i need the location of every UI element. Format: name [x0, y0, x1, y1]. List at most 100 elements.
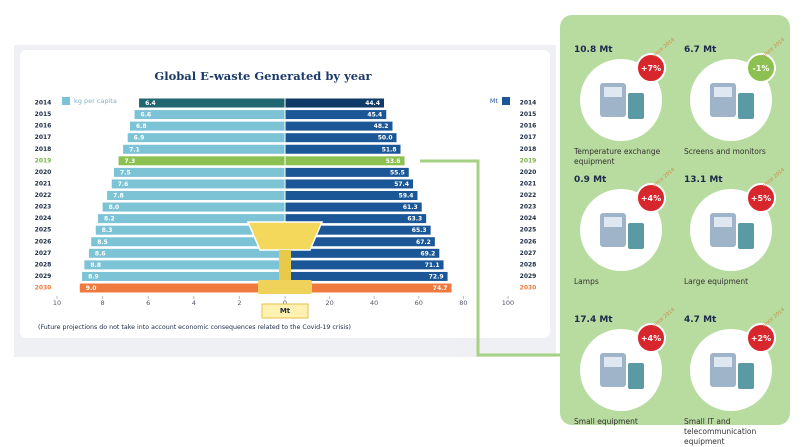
scale-plate [261, 303, 309, 319]
bar [285, 271, 448, 281]
change-badge: +7% [636, 53, 666, 83]
year-label: 2028 [35, 261, 52, 268]
icon [710, 83, 754, 119]
x-tick-label: 8 [101, 299, 105, 307]
year-label: 2025 [35, 227, 52, 234]
scale-tray [246, 221, 324, 251]
category-item: 13.1 Mt +5% since 2014 Large equipment [682, 167, 792, 305]
bar [285, 98, 385, 108]
since-note: since 2014 [761, 306, 787, 330]
bar [84, 260, 285, 270]
bar [95, 225, 285, 235]
bar [102, 202, 285, 212]
bar [285, 225, 431, 235]
category-label: Screens and monitors [684, 147, 766, 156]
year-label: 2022 [35, 192, 52, 199]
bar [79, 283, 285, 293]
value-label: 8.9 [88, 273, 99, 280]
category-item: 0.9 Mt +4% since 2014 Lamps [572, 167, 682, 305]
bar [118, 156, 285, 166]
value-label: 8.2 [104, 216, 115, 223]
value-label: 8.8 [90, 262, 101, 269]
bar [285, 144, 401, 154]
icon [710, 353, 754, 389]
bar [98, 214, 285, 224]
year-label: 2017 [520, 134, 537, 141]
value-label: 7.6 [118, 181, 129, 188]
year-label: 2027 [35, 250, 52, 257]
legend-swatch [502, 97, 510, 105]
x-tick-label: 40 [370, 299, 378, 307]
category-item: 10.8 Mt +7% since 2014 Temperature exchange… [572, 37, 682, 175]
x-tick-label: 4 [192, 299, 196, 307]
x-tick-label: 10 [53, 299, 61, 307]
x-tick-label: 100 [502, 299, 514, 307]
bar [285, 202, 422, 212]
axis-label: Mt [280, 307, 291, 315]
category-icon [690, 189, 772, 271]
bar [285, 283, 452, 293]
change-badge: +4% [636, 183, 666, 213]
bar [285, 121, 393, 131]
value-label: 8.6 [95, 250, 106, 257]
year-label: 2030 [520, 285, 537, 292]
value-label: 6.8 [136, 123, 147, 130]
bar [285, 260, 444, 270]
value-label: 74.7 [433, 285, 448, 292]
since-note: since 2014 [651, 36, 677, 60]
bar [88, 248, 285, 258]
value-label: 72.9 [429, 273, 444, 280]
value-label: 63.3 [407, 216, 422, 223]
bar [285, 110, 387, 120]
amount: 17.4 Mt [574, 315, 613, 325]
year-label: 2016 [520, 123, 537, 130]
year-label: 2023 [35, 204, 52, 211]
bar [285, 191, 418, 200]
category-item: 6.7 Mt -1% since 2014 Screens and monitors [682, 37, 792, 175]
bar [285, 156, 405, 166]
year-label: 2029 [520, 273, 537, 280]
change-badge: -1% [746, 53, 776, 83]
bar [82, 271, 285, 281]
value-label: 59.4 [399, 193, 414, 200]
bar [285, 248, 440, 258]
year-label: 2020 [35, 169, 52, 176]
value-label: 50.0 [378, 135, 393, 142]
value-label: 7.3 [125, 158, 136, 165]
value-label: 8.3 [102, 227, 113, 234]
x-tick-label: 6 [146, 299, 150, 307]
year-label: 2028 [520, 261, 537, 268]
bar [285, 237, 435, 247]
year-label: 2024 [35, 215, 52, 222]
change-badge: +5% [746, 183, 776, 213]
legend-label: Mt [490, 97, 499, 105]
bar [285, 214, 427, 224]
category-label: Small IT and telecommunication equipment [684, 417, 757, 446]
page: Global E-waste Generated by year kg per … [14, 15, 792, 446]
year-label: 2029 [35, 273, 52, 280]
value-label: 7.5 [120, 169, 131, 176]
year-label: 2015 [35, 111, 52, 118]
bar [139, 98, 285, 108]
year-label: 2016 [35, 123, 52, 130]
year-label: 2023 [520, 204, 537, 211]
bar [127, 133, 286, 143]
chart: Global E-waste Generated by year kg per … [14, 45, 560, 357]
scale-icon: Mt [246, 221, 324, 319]
change-badge: +4% [636, 323, 666, 353]
value-label: 69.2 [421, 250, 436, 257]
scale-base [258, 280, 312, 294]
bar [285, 133, 397, 143]
value-label: 71.1 [425, 262, 440, 269]
bar [129, 121, 285, 131]
connector [420, 159, 560, 357]
amount: 6.7 Mt [684, 45, 717, 55]
year-label: 2017 [35, 134, 52, 141]
year-label: 2030 [35, 285, 52, 292]
value-label: 55.5 [390, 169, 405, 176]
value-label: 8.5 [97, 239, 108, 246]
value-label: 53.6 [386, 158, 401, 165]
value-label: 57.4 [394, 181, 409, 188]
year-label: 2026 [35, 238, 52, 245]
year-label: 2019 [520, 157, 537, 164]
